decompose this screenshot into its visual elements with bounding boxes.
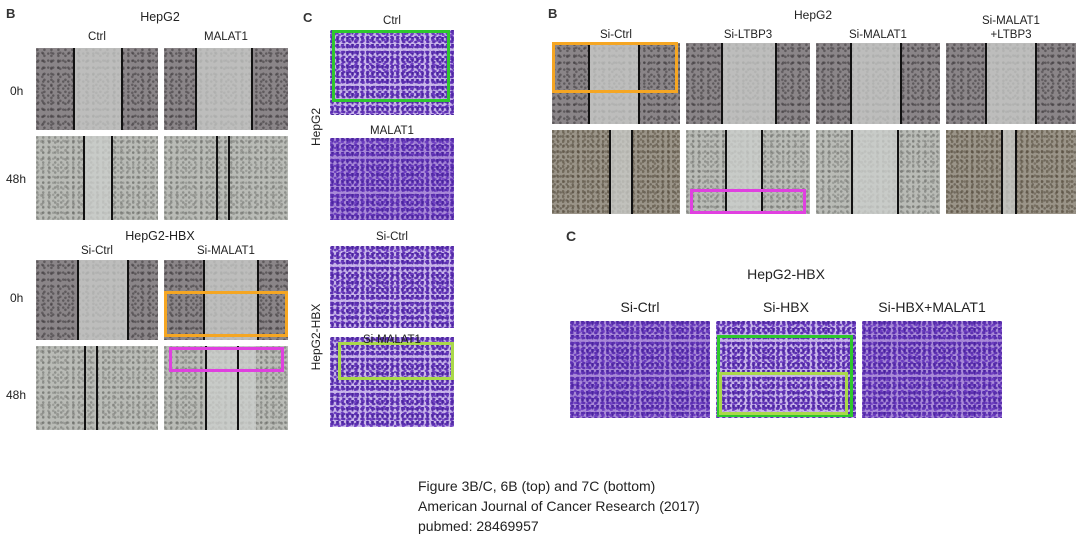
scratch-image-hepg2-ctrl-48h: [36, 136, 158, 220]
highlight-box-green-left: [332, 30, 450, 102]
scratch-image-hbx-si-ctrl-48h: [36, 346, 158, 430]
scratch-image-si-malat1-ltbp3-0h: [946, 43, 1076, 124]
row-label-0h-hbx: 0h: [10, 291, 24, 305]
col-label-ctrl: Ctrl: [88, 31, 106, 43]
panel-letter-c-left: C: [303, 10, 313, 25]
col-label-si-hbx: Si-HBX: [763, 299, 809, 315]
scratch-image-si-malat1-ltbp3-48h: [946, 130, 1076, 214]
highlight-box-orange-left: [164, 291, 288, 337]
col-label-si-ltbp3: Si-LTBP3: [723, 29, 773, 41]
scratch-image-si-ctrl-48h: [552, 130, 680, 214]
figure-caption: Figure 3B/C, 6B (top) and 7C (bottom) Am…: [418, 476, 700, 536]
scratch-image-si-ctrl-0h: [552, 43, 680, 124]
transwell-label-si-malat1: Si-MALAT1: [363, 334, 421, 346]
col-label-si-malat1: Si-MALAT1: [197, 245, 255, 257]
group-title-hepg2-hbx-right: HepG2-HBX: [747, 266, 825, 282]
caption-line-figure: Figure 3B/C, 6B (top) and 7C (bottom): [418, 478, 656, 494]
panel-letter-b-left: B: [6, 6, 16, 21]
group-title-hepg2: HepG2: [140, 10, 180, 24]
col-label-si-malat1-ltbp3-line1: Si-MALAT1: [982, 15, 1040, 27]
transwell-label-si-ctrl: Si-Ctrl: [376, 231, 408, 243]
highlight-box-lime-right: [719, 372, 848, 415]
transwell-image-hepg2-malat1: [330, 138, 454, 220]
row-label-48h: 48h: [6, 172, 27, 186]
transwell-image-hbx-si-malat1: [330, 337, 454, 427]
col-label-si-ctrl-right: Si-Ctrl: [600, 29, 632, 41]
transwell-image-si-hbx-malat1: [862, 321, 1002, 418]
panel-letter-b-right: B: [548, 6, 558, 21]
transwell-label-ctrl: Ctrl: [383, 15, 401, 27]
transwell-image-si-ctrl: [570, 321, 710, 418]
scratch-image-si-ltbp3-0h: [686, 43, 810, 124]
row-label-48h-hbx: 48h: [6, 388, 27, 402]
col-label-si-hbx-malat1: Si-HBX+MALAT1: [878, 299, 986, 315]
scratch-image-hepg2-ctrl-0h: [36, 48, 158, 130]
side-label-hepg2-hbx: HepG2-HBX: [309, 303, 323, 371]
col-label-si-malat1-ltbp3-line2: +LTBP3: [990, 29, 1032, 41]
scratch-image-hepg2-malat1-0h: [164, 48, 288, 130]
highlight-box-magenta-left: [169, 347, 284, 372]
scratch-image-si-ltbp3-48h: [686, 130, 810, 214]
highlight-box-lime-left: [338, 342, 454, 380]
group-title-hepg2-right: HepG2: [793, 8, 833, 22]
scratch-image-hbx-si-malat1-48h: [164, 346, 288, 430]
transwell-image-hbx-si-ctrl: [330, 246, 454, 328]
caption-line-journal: American Journal of Cancer Research (201…: [418, 498, 700, 514]
highlight-box-orange-right: [552, 42, 678, 93]
highlight-box-magenta-right: [690, 189, 806, 214]
group-title-hepg2-hbx: HepG2-HBX: [125, 229, 195, 243]
scratch-image-hbx-si-ctrl-0h: [36, 260, 158, 340]
scratch-image-hbx-si-malat1-0h: [164, 260, 288, 340]
caption-line-pubmed: pubmed: 28469957: [418, 518, 539, 534]
side-label-hepg2: HepG2: [309, 107, 323, 147]
col-label-si-ctrl: Si-Ctrl: [81, 245, 113, 257]
col-label-si-ctrl-c: Si-Ctrl: [620, 299, 660, 315]
scratch-image-si-malat1-0h-right: [816, 43, 940, 124]
col-label-malat1: MALAT1: [204, 31, 248, 43]
highlight-box-green-right: [717, 335, 853, 417]
panel-letter-c-right: C: [566, 228, 577, 244]
scratch-image-si-malat1-48h-right: [816, 130, 940, 214]
transwell-label-malat1: MALAT1: [370, 125, 414, 137]
row-label-0h: 0h: [10, 84, 24, 98]
scratch-image-hepg2-malat1-48h: [164, 136, 288, 220]
col-label-si-malat1-right: Si-MALAT1: [849, 29, 907, 41]
